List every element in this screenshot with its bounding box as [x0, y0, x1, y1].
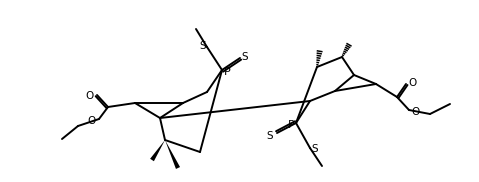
Text: O: O: [86, 91, 94, 101]
Text: S: S: [267, 131, 274, 141]
Polygon shape: [165, 140, 180, 169]
Text: O: O: [409, 78, 417, 88]
Polygon shape: [150, 140, 165, 161]
Text: S: S: [242, 52, 248, 62]
Text: S: S: [312, 144, 319, 154]
Text: O: O: [412, 107, 420, 117]
Text: P: P: [287, 120, 295, 130]
Text: O: O: [88, 116, 96, 126]
Text: P: P: [224, 67, 230, 77]
Text: S: S: [200, 41, 206, 51]
